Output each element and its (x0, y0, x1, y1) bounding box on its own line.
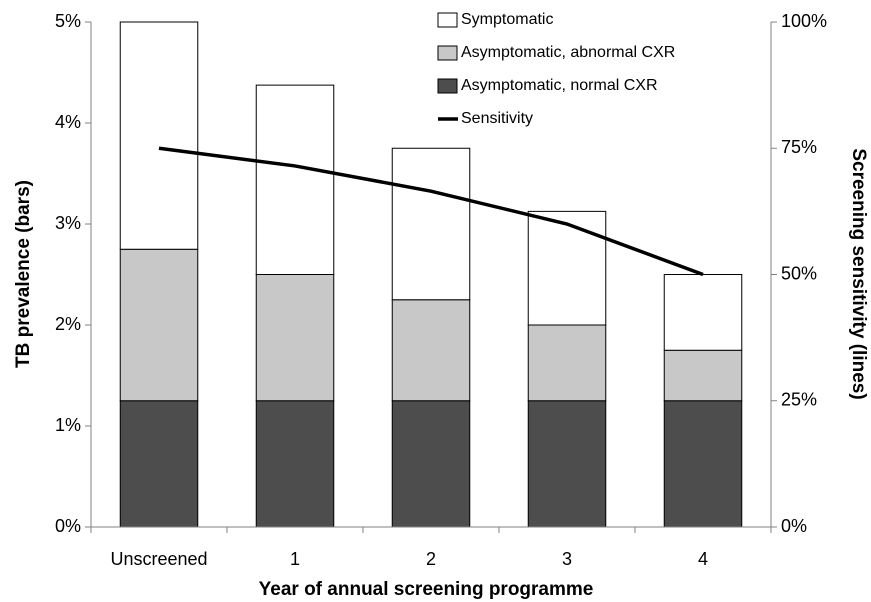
legend-label: Symptomatic (461, 11, 553, 28)
y-tick-label: 4% (55, 112, 81, 132)
y2-tick-label: 100% (781, 11, 827, 31)
bar-segment (527, 210, 607, 326)
bar-segment (119, 21, 199, 250)
bar-segment (119, 248, 199, 402)
x-tick-label: 1 (290, 549, 300, 569)
legend-label: Sensitivity (461, 110, 533, 127)
bar-segment (255, 84, 335, 275)
y-tick-label: 3% (55, 213, 81, 233)
y-tick-label: 5% (55, 11, 81, 31)
y2-tick-label: 25% (781, 390, 817, 410)
bar-segment (663, 400, 743, 528)
x-axis-title: Year of annual screening programme (259, 579, 594, 600)
bar-segment (527, 400, 607, 528)
bar-segment (663, 349, 743, 402)
x-tick-label: Unscreened (110, 549, 207, 569)
y2-tick-label: 0% (781, 516, 807, 536)
legend-swatch (437, 78, 458, 94)
bar-segment (527, 324, 607, 402)
bar-segment (391, 147, 471, 301)
x-tick-label: 2 (426, 549, 436, 569)
legend-label: Asymptomatic, normal CXR (461, 77, 658, 94)
bar-segment (255, 274, 335, 402)
y2-tick-label: 50% (781, 263, 817, 283)
x-tick-label: 3 (562, 549, 572, 569)
sensitivity-line (158, 146, 704, 277)
bar-segment (391, 299, 471, 402)
y-tick-label: 1% (55, 415, 81, 435)
y-axis-title: TB prevalence (bars) (13, 180, 34, 368)
y-tick-label: 2% (55, 314, 81, 334)
bar-segment (663, 274, 743, 351)
x-tick-label: 4 (698, 549, 708, 569)
y-tick-label: 0% (55, 516, 81, 536)
y2-tick-label: 75% (781, 137, 817, 157)
legend-swatch (437, 45, 458, 61)
y2-axis-title: Screening sensitivity (lines) (848, 148, 869, 399)
bar-segment (391, 400, 471, 528)
bar-segment (255, 400, 335, 528)
legend-label: Asymptomatic, abnormal CXR (461, 44, 675, 61)
bar-segment (119, 400, 199, 528)
legend-swatch (437, 12, 458, 28)
